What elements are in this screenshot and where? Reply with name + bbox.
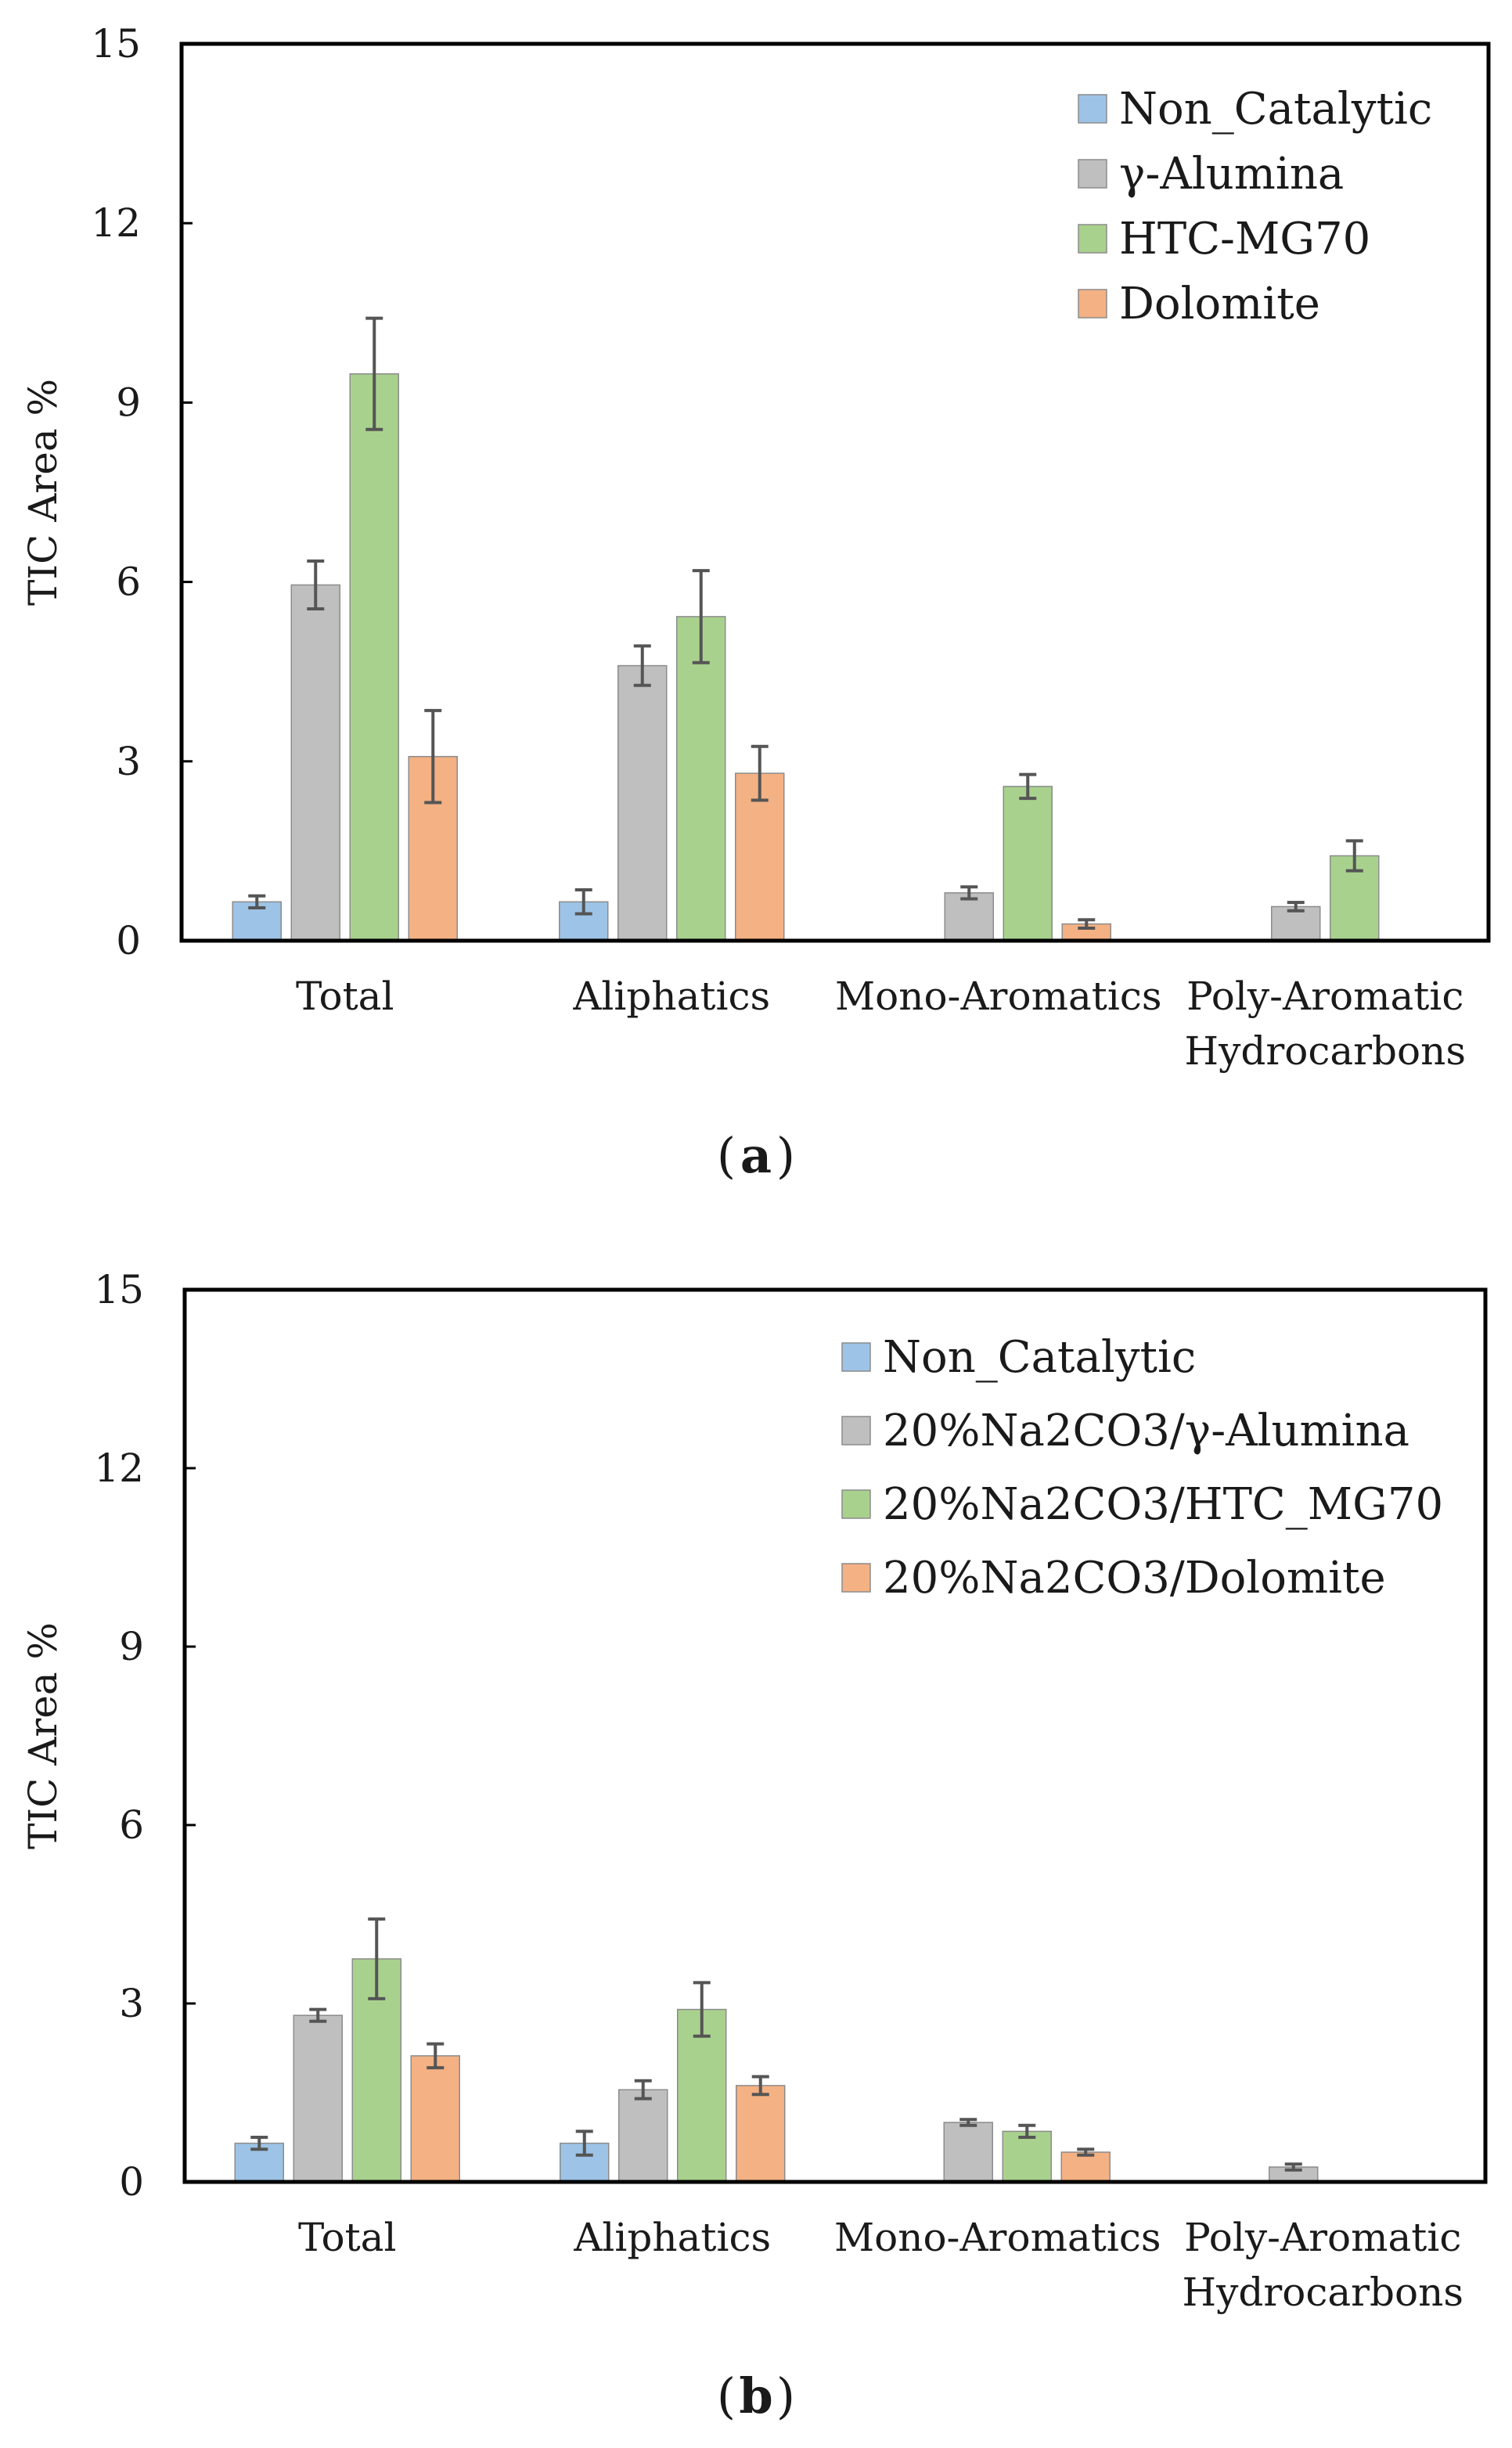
chart-b-category-label: Poly-Aromatic xyxy=(1184,2215,1461,2260)
chart-a-legend-label: Non_Catalytic xyxy=(1119,84,1432,135)
chart-a-category-label: Aliphatics xyxy=(572,974,770,1019)
chart-a-plot-frame xyxy=(179,41,1491,943)
chart-b-legend-swatch xyxy=(841,1563,871,1593)
chart-b-bar xyxy=(293,2014,343,2183)
chart-a-ytick-label: 3 xyxy=(116,739,141,784)
chart-b-category-label: Total xyxy=(298,2215,396,2260)
chart-a-y-axis-label: TIC Area % xyxy=(20,379,66,606)
chart-a-panel-label-open: ( xyxy=(717,1127,736,1184)
chart-b-bar xyxy=(677,2008,727,2183)
chart-a-legend-label: γ-Alumina xyxy=(1119,149,1344,200)
chart-a-bar xyxy=(349,373,399,941)
chart-a-bar xyxy=(676,616,726,941)
chart-b-legend-label: Non_Catalytic xyxy=(883,1332,1196,1383)
chart-a-bar xyxy=(1003,786,1053,941)
chart-b-legend-label: 20%Na2CO3/γ-Alumina xyxy=(883,1406,1409,1456)
chart-b-ytick-label: 3 xyxy=(119,1981,144,2026)
chart-b-bar xyxy=(410,2055,460,2183)
chart-a-ytick-label: 9 xyxy=(116,380,141,425)
chart-b-bar xyxy=(1002,2130,1052,2183)
chart-a-ytick-label: 15 xyxy=(91,21,141,67)
chart-b-panel-label-open: ( xyxy=(717,2367,736,2425)
chart-b-ytick-label: 9 xyxy=(119,1624,144,1669)
chart-b-category-label: Aliphatics xyxy=(573,2215,771,2260)
chart-b-panel-label-close: ) xyxy=(776,2367,795,2425)
chart-b-legend-swatch xyxy=(841,1416,871,1445)
chart-a-category-label: Hydrocarbons xyxy=(1184,1028,1466,1074)
chart-a-legend-swatch xyxy=(1078,224,1107,254)
chart-b-bar xyxy=(943,2122,993,2183)
chart-a-legend-swatch xyxy=(1078,289,1107,319)
chart-b-legend-swatch xyxy=(841,1489,871,1519)
chart-b-y-axis-label: TIC Area % xyxy=(20,1622,66,1849)
chart-a-legend-label: HTC-MG70 xyxy=(1119,214,1370,265)
chart-b-plot-frame xyxy=(182,1287,1488,2184)
chart-b-panel-label: b xyxy=(739,2367,772,2425)
chart-a-category-label: Total xyxy=(296,974,394,1019)
chart-b-ytick-label: 12 xyxy=(94,1445,144,1491)
chart-a-bar xyxy=(290,584,340,941)
chart-b-legend-swatch xyxy=(841,1342,871,1372)
chart-a-category-label: Poly-Aromatic xyxy=(1186,974,1463,1019)
chart-b-ytick-label: 6 xyxy=(119,1802,144,1848)
chart-a-ytick-label: 12 xyxy=(91,200,141,246)
chart-b-legend-label: 20%Na2CO3/HTC_MG70 xyxy=(883,1479,1443,1530)
chart-a-legend-swatch xyxy=(1078,159,1107,189)
chart-a-bar xyxy=(944,892,994,941)
chart-a-category-label: Mono-Aromatics xyxy=(835,974,1162,1019)
chart-b-bar xyxy=(736,2085,786,2183)
chart-b-ytick-label: 15 xyxy=(94,1267,144,1312)
chart-b-category-label: Mono-Aromatics xyxy=(834,2215,1161,2260)
chart-a-legend-label: Dolomite xyxy=(1119,279,1320,329)
chart-a-ytick-label: 6 xyxy=(116,560,141,605)
chart-b-ytick-label: 0 xyxy=(119,2159,144,2205)
chart-a-legend-swatch xyxy=(1078,94,1107,124)
chart-a-panel-label: a xyxy=(740,1127,772,1184)
chart-a-ytick-label: 0 xyxy=(116,918,141,963)
chart-b-legend-label: 20%Na2CO3/Dolomite xyxy=(883,1553,1386,1604)
chart-a-panel-label-close: ) xyxy=(776,1127,795,1184)
chart-a-bar xyxy=(617,664,668,941)
chart-b-category-label: Hydrocarbons xyxy=(1182,2270,1463,2315)
chart-b-bar xyxy=(618,2089,668,2183)
